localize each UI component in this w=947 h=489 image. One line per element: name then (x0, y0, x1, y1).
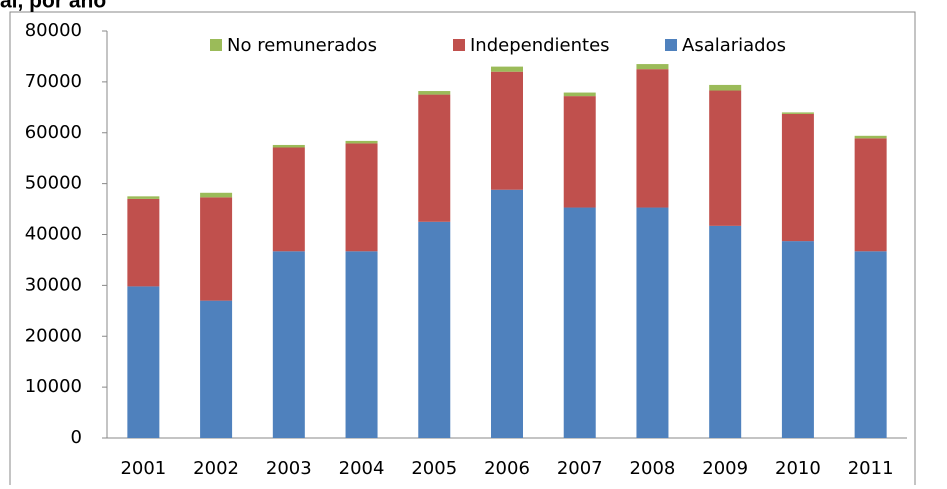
bar-segment (636, 69, 669, 208)
y-tick-label: 40000 (25, 224, 82, 245)
x-tick-label: 2003 (266, 458, 312, 479)
y-tick-label: 80000 (25, 20, 82, 41)
legend-swatch (665, 39, 677, 51)
bar-segment (418, 91, 451, 95)
bar-segment (563, 92, 596, 97)
x-tick-label: 2011 (848, 458, 894, 479)
bar-segment (636, 64, 669, 70)
y-tick-label: 10000 (25, 376, 82, 397)
y-tick-label: 0 (71, 427, 82, 448)
bar-segment (781, 112, 814, 114)
x-tick-label: 2001 (120, 458, 166, 479)
bar-segment (272, 251, 305, 438)
x-tick-label: 2007 (557, 458, 603, 479)
legend-label: Independientes (470, 35, 610, 56)
chart-border (9, 11, 916, 489)
bar-segment (345, 251, 378, 438)
bar-segment (127, 198, 160, 287)
bar-segment (345, 143, 378, 252)
y-tick-label: 60000 (25, 122, 82, 143)
bar-segment (636, 207, 669, 438)
legend-swatch (453, 39, 465, 51)
bar-segment (854, 138, 887, 252)
x-tick-label: 2004 (339, 458, 385, 479)
legend-label: Asalariados (682, 35, 786, 56)
x-tick-label: 2009 (702, 458, 748, 479)
x-tick-label: 2002 (193, 458, 239, 479)
bar-segment (345, 140, 378, 144)
y-tick-label: 70000 (25, 71, 82, 92)
bar-segment (127, 196, 160, 199)
bar-segment (491, 71, 523, 190)
bar-segment (854, 251, 887, 438)
x-tick-label: 2008 (630, 458, 676, 479)
bar-segment (491, 66, 523, 72)
bar-segment (127, 286, 160, 438)
x-tick-label: 2010 (775, 458, 821, 479)
bar-segment (200, 197, 233, 301)
bar-segment (418, 221, 451, 438)
bar-segment (781, 241, 814, 438)
bar-segment (709, 84, 742, 91)
y-tick-label: 20000 (25, 325, 82, 346)
chart-title: al, por año (0, 0, 106, 13)
bar-segment (709, 90, 742, 226)
bar-segment (418, 94, 451, 222)
bar-segment (272, 144, 305, 148)
bar-segment (200, 300, 233, 438)
legend-label: No remunerados (227, 35, 377, 56)
bar-segment (709, 225, 742, 438)
x-tick-label: 2006 (484, 458, 530, 479)
bar-segment (854, 135, 887, 139)
bar-segment (563, 96, 596, 208)
bar-segment (491, 189, 523, 438)
bar-segment (200, 192, 233, 198)
x-tick-label: 2005 (411, 458, 457, 479)
y-tick-label: 50000 (25, 173, 82, 194)
bar-segment (272, 147, 305, 252)
bar-segment (563, 207, 596, 438)
bar-segment (781, 113, 814, 242)
y-tick-label: 30000 (25, 274, 82, 295)
legend-swatch (210, 39, 222, 51)
